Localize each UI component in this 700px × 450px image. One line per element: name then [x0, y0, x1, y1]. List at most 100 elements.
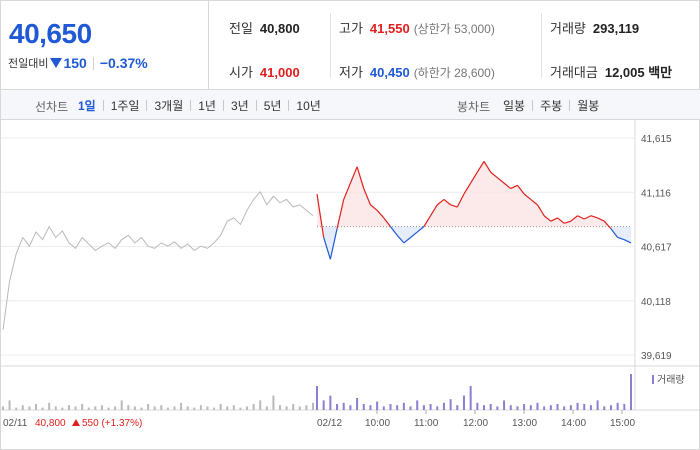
- volume-bar-prev: [133, 406, 136, 410]
- volume-bar: [422, 405, 425, 410]
- volume-bar-prev: [153, 406, 156, 410]
- period-tab[interactable]: 1일: [78, 99, 96, 113]
- lower-limit: (하한가 28,600): [413, 66, 495, 80]
- price-segment: [590, 215, 598, 219]
- area-fill: [590, 215, 598, 227]
- x-tick-label: 12:00: [463, 418, 488, 429]
- area-fill: [624, 226, 631, 243]
- volume-bar-prev: [213, 407, 216, 410]
- volume-bar: [469, 386, 472, 410]
- price-segment: [416, 226, 425, 233]
- volume-bar-prev: [147, 404, 150, 410]
- volume-bar: [603, 406, 606, 410]
- volume-bar: [376, 401, 379, 410]
- volume-bar: [583, 404, 586, 410]
- divider: [541, 13, 542, 78]
- volume-bar: [476, 402, 479, 410]
- price-segment: [403, 237, 411, 244]
- volume-bar: [563, 406, 566, 410]
- stat-value: 41,000: [259, 65, 300, 80]
- price-segment: [370, 204, 378, 211]
- volume-bar-prev: [285, 406, 288, 410]
- volume-bar: [329, 395, 332, 410]
- chart-toolbar: 선차트 1일 1주일 3개월 1년 3년 5년 10년 봉차트 일봉 주봉 월봉: [1, 90, 700, 120]
- volume-bar: [529, 405, 532, 410]
- volume-bar-prev: [160, 405, 163, 410]
- volume-bar-prev: [67, 405, 70, 410]
- area-fill: [544, 215, 551, 227]
- candle-tab[interactable]: 월봉: [577, 99, 600, 113]
- candle-tabs: 일봉 주봉 월봉: [503, 97, 599, 114]
- stat-prev-close: 전일 40,800: [229, 18, 300, 37]
- price-segment: [597, 217, 605, 222]
- volume-bar-prev: [87, 407, 90, 410]
- volume-bar: [316, 386, 318, 410]
- stat-high: 고가 41,550 (상한가 53,000): [339, 18, 495, 37]
- volume-bar-prev: [21, 405, 24, 410]
- volume-bar: [369, 405, 372, 410]
- area-fill: [530, 199, 538, 227]
- price-segment: [583, 215, 592, 220]
- volume-bar-prev: [166, 407, 169, 410]
- volume-bar: [349, 405, 352, 410]
- stat-low: 저가 40,450 (하한가 28,600): [339, 62, 495, 81]
- volume-bar: [516, 406, 519, 410]
- price-segment: [564, 220, 572, 224]
- period-tabs: 1일 1주일 3개월 1년 3년 5년 10년: [78, 97, 321, 114]
- volume-bar: [503, 400, 506, 410]
- area-fill: [510, 185, 518, 227]
- volume-bar-prev: [246, 406, 249, 410]
- area-fill: [443, 199, 451, 227]
- candle-tab[interactable]: 주봉: [540, 99, 563, 113]
- volume-bar-prev: [107, 407, 110, 410]
- price-segment: [323, 237, 331, 260]
- period-tab[interactable]: 1년: [198, 99, 216, 113]
- current-price: 40,650: [9, 18, 92, 49]
- candle-tab[interactable]: 일봉: [503, 99, 526, 113]
- prev-close-value: 40,800: [35, 418, 66, 429]
- price-segment: [490, 171, 498, 179]
- x-tick-label: 14:00: [561, 418, 586, 429]
- period-tab[interactable]: 10년: [296, 99, 321, 113]
- period-tab[interactable]: 1주일: [110, 99, 140, 113]
- volume-bar-prev: [100, 405, 103, 410]
- volume-bar: [523, 404, 526, 410]
- divider: [255, 100, 257, 111]
- area-fill: [504, 183, 511, 227]
- volume-bar: [436, 406, 439, 410]
- stat-value: 41,550: [369, 21, 410, 36]
- area-fill: [490, 172, 498, 227]
- y-tick-label: 41,615: [641, 134, 672, 145]
- volume-bar-prev: [292, 404, 295, 410]
- period-tab[interactable]: 3년: [230, 99, 249, 113]
- area-fill: [457, 193, 464, 227]
- period-tab[interactable]: 5년: [263, 99, 282, 113]
- area-fill: [597, 217, 605, 227]
- volume-bar-prev: [232, 405, 235, 410]
- volume-bar-prev: [48, 402, 51, 410]
- price-segment: [476, 161, 485, 173]
- change-rate: −0.37%: [99, 55, 148, 71]
- period-tab[interactable]: 3개월: [154, 99, 184, 113]
- x-tick-label: 15:00: [610, 418, 635, 429]
- price-segment: [516, 184, 525, 195]
- area-fill: [477, 161, 485, 227]
- area-fill: [450, 204, 458, 227]
- plot-area: [1, 120, 635, 366]
- price-segment: [430, 204, 438, 217]
- area-fill: [470, 172, 478, 227]
- area-fill: [343, 183, 351, 227]
- divider: [92, 56, 94, 70]
- volume-bar: [382, 406, 385, 410]
- change-label: 전일대비: [8, 58, 49, 70]
- price-segment: [423, 215, 432, 227]
- volume-bar: [402, 402, 405, 410]
- volume-bar-prev: [28, 406, 31, 410]
- volume-bar: [442, 402, 445, 410]
- price-summary: 40,650 전일대비 150 −0.37% 전일 40,800 시가 41,0…: [1, 1, 700, 90]
- line-chart-label: 선차트: [35, 100, 69, 114]
- area-fill: [430, 204, 438, 227]
- divider: [190, 100, 192, 111]
- volume-bar-prev: [272, 395, 275, 410]
